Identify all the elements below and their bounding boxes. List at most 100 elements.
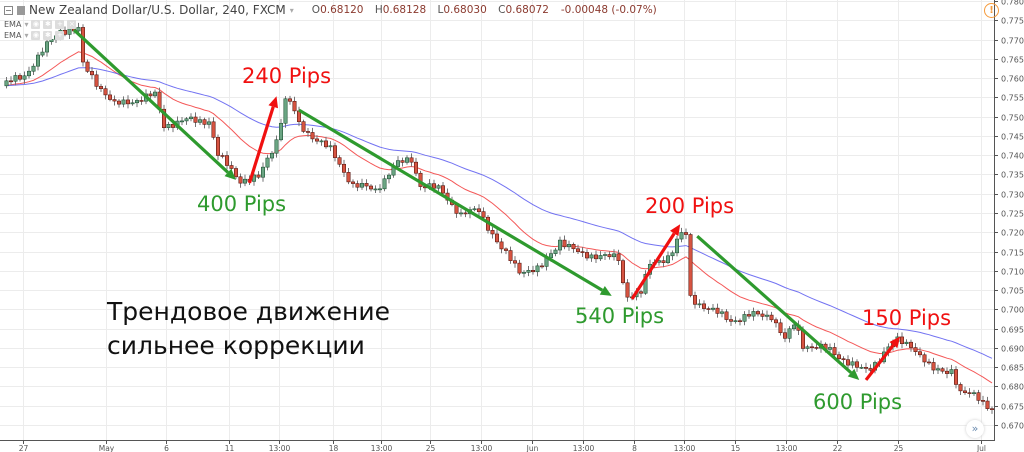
candle-up (643, 273, 648, 294)
low-label: L (437, 4, 444, 16)
candle-down (913, 347, 918, 353)
candle-up (859, 367, 864, 369)
candle-up (153, 91, 158, 97)
candle-down (108, 94, 113, 100)
candle-down (225, 155, 230, 166)
candle-down (103, 88, 108, 96)
candle-up (4, 80, 9, 87)
candle-down (440, 185, 445, 194)
ohlc-values: O0.68120 H0.68128 L0.68030 C0.68072 (312, 4, 557, 16)
candle-up (674, 238, 679, 254)
candle-down (413, 161, 418, 174)
close-icon[interactable]: × (67, 20, 77, 29)
eye-icon[interactable]: ◉ (31, 20, 41, 29)
candle-up (710, 307, 715, 310)
candle-down (229, 165, 234, 169)
candle-up (40, 51, 45, 56)
alert-icon[interactable]: ! (984, 3, 999, 18)
candle-up (207, 121, 212, 125)
candle-up (269, 152, 274, 159)
time-tick-label: May (99, 444, 115, 452)
indicator-ema-slow[interactable]: EMA ▾ ◉ ✱ + (4, 31, 65, 40)
candle-down (760, 313, 765, 317)
price-tick-label: 0.77000 (1001, 37, 1024, 46)
indicator-label: EMA (4, 31, 22, 40)
candle-down (9, 80, 14, 83)
candle-up (26, 70, 31, 77)
candle-down (490, 229, 495, 235)
price-tick-label: 0.68500 (1001, 364, 1024, 373)
scroll-to-realtime-button[interactable]: » (966, 420, 984, 438)
candle-down (917, 351, 922, 356)
arrow-head-icon (224, 168, 236, 180)
candle-down (202, 119, 207, 125)
eye-icon[interactable]: ◉ (31, 31, 41, 40)
time-tick-label: Jun (526, 444, 539, 452)
candle-down (409, 157, 414, 163)
candle-up (949, 369, 954, 374)
collapse-icon[interactable] (4, 5, 13, 15)
price-axis[interactable]: 0.78000 0.77500 0.77000 0.76500 0.76000 0.755… (994, 0, 1024, 431)
candle-down (314, 138, 319, 142)
candle-down (607, 254, 612, 258)
candle-down (616, 253, 621, 261)
candle-up (121, 99, 126, 105)
price-tick-label: 0.72000 (1001, 229, 1024, 238)
candle-up (404, 157, 409, 163)
candle-down (863, 367, 868, 369)
candle-up (22, 75, 27, 80)
plus-icon[interactable]: + (55, 31, 65, 40)
candle-up (472, 208, 477, 211)
candle-up (791, 324, 796, 330)
candle-up (521, 272, 526, 274)
candle-down (355, 183, 360, 188)
indicator-ema-fast[interactable]: EMA ▾ ◉ ✱ + × (4, 20, 77, 29)
candle-down (724, 311, 729, 320)
symbol-title[interactable]: New Zealand Dollar/U.S. Dollar, 240, FXC… (29, 3, 286, 17)
candle-up (589, 254, 594, 259)
candle-down (967, 392, 972, 394)
open-value: 0.68120 (320, 4, 364, 16)
candle-down (940, 368, 945, 372)
annotation-label: 200 Pips (645, 194, 735, 218)
price-tick-label: 0.72500 (1001, 210, 1024, 219)
candle-down (17, 75, 22, 80)
candle-down (503, 248, 508, 251)
candle-down (625, 282, 630, 298)
candle-up (274, 139, 279, 154)
candle-up (382, 178, 387, 190)
candle-down (126, 99, 131, 105)
time-axis[interactable]: 27 May 6 11 13:00 18 13:00 25 13:00 Jun 13:00 8 13:0… (19, 440, 986, 452)
candle-down (782, 332, 787, 339)
candle-up (35, 54, 40, 67)
open-label: O (311, 4, 321, 16)
candle-down (899, 336, 904, 344)
candle-down (337, 157, 342, 165)
candle-down (481, 211, 486, 218)
candle-down (854, 361, 859, 368)
annotation-label: 600 Pips (813, 390, 903, 414)
candle-down (499, 241, 504, 250)
candle-down (463, 212, 468, 215)
plus-icon[interactable]: + (55, 20, 65, 29)
candle-down (661, 260, 666, 263)
candle-down (778, 322, 783, 334)
price-tick-label: 0.74500 (1001, 133, 1024, 142)
gear-icon[interactable]: ✱ (43, 31, 53, 40)
dropdown-icon[interactable]: ▾ (289, 5, 294, 15)
time-tick-label: 13:00 (269, 444, 291, 452)
candle-down (292, 101, 297, 112)
change-value: -0.00048 (-0.07%) (560, 4, 657, 16)
time-tick-label: 13:00 (776, 444, 798, 452)
candle-down (431, 183, 436, 189)
candle-down (836, 354, 841, 360)
candle-down (746, 314, 751, 317)
candle-down (814, 347, 819, 349)
candle-down (931, 362, 936, 371)
candle-up (827, 347, 832, 350)
gear-icon[interactable]: ✱ (43, 20, 53, 29)
price-tick-label: 0.70500 (1001, 287, 1024, 296)
candle-down (985, 400, 990, 409)
price-tick-label: 0.77500 (1001, 17, 1024, 26)
